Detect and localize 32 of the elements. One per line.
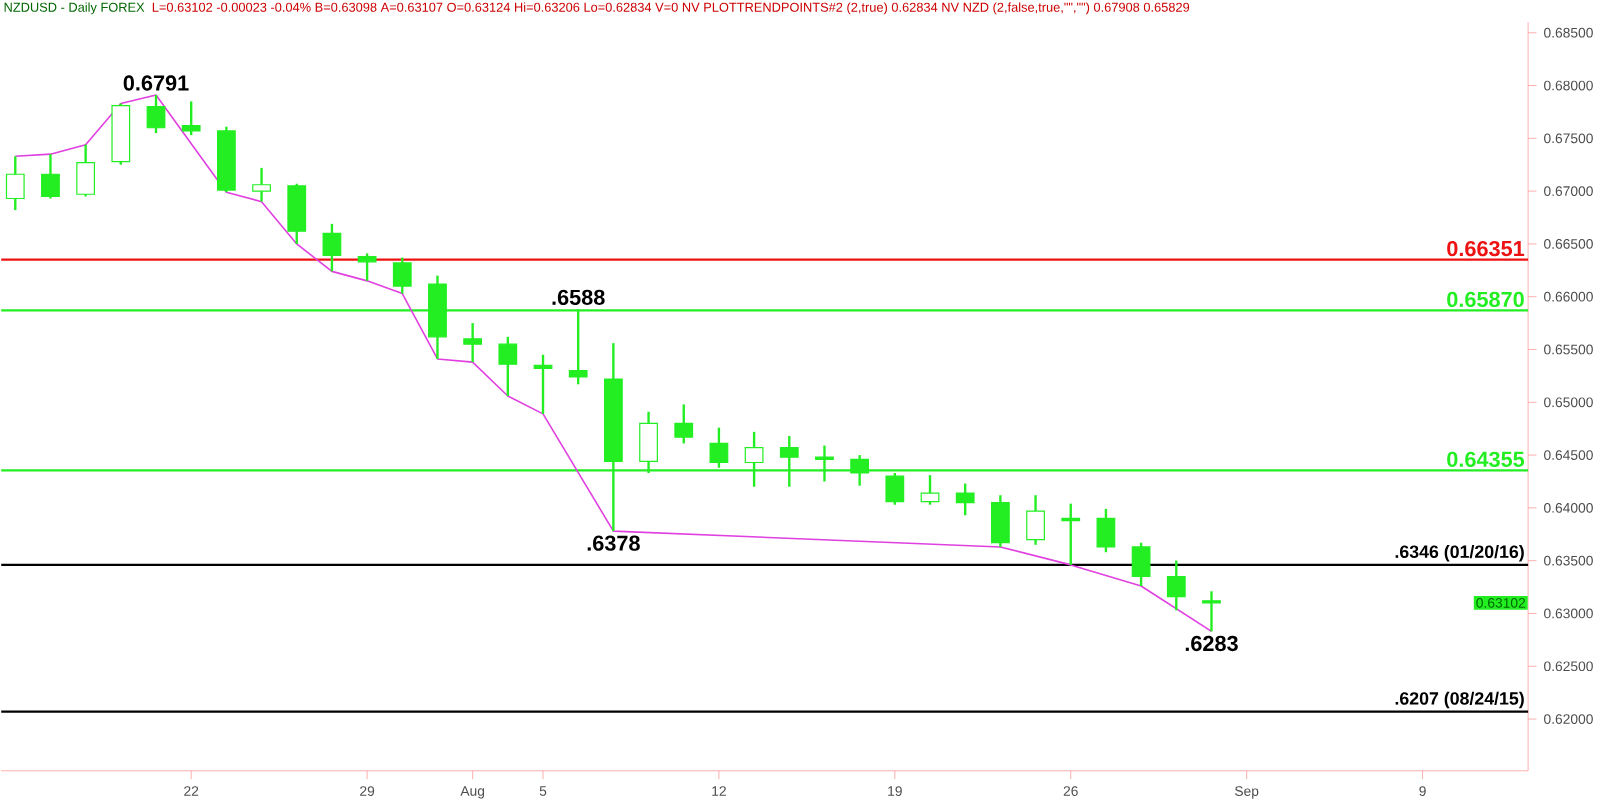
ref-line-label: 0.65870 (1447, 292, 1524, 308)
ref-line-label: 0.64355 (1447, 452, 1525, 468)
candlestick (392, 256, 412, 296)
candlestick (463, 322, 483, 364)
annotation: .6378 (587, 535, 640, 552)
candlestick (76, 143, 96, 198)
candlestick (252, 167, 271, 204)
annotation: 0.6791 (123, 75, 189, 92)
ref-line-label: 0.66351 (1447, 241, 1525, 257)
candlestick (181, 100, 201, 137)
candlestick (357, 252, 377, 283)
annotation: .6283 (1185, 636, 1238, 652)
candlestick (498, 336, 518, 398)
candlestick (674, 403, 694, 446)
candlestick (1096, 508, 1116, 554)
candlestick (1061, 502, 1081, 567)
candlestick (287, 182, 307, 246)
ref-line-label: .6346 (01/20/16) (1395, 545, 1524, 562)
candlestick (1202, 590, 1221, 633)
candlestick (1026, 494, 1045, 547)
candlestick (1131, 541, 1151, 588)
candlestick (1166, 559, 1186, 612)
annotation: .6588 (552, 290, 605, 306)
candlestick (990, 494, 1010, 549)
candlestick (322, 223, 342, 273)
line-series (14, 94, 1213, 633)
ref-line-label: .6207 (08/24/15) (1395, 692, 1524, 709)
candlestick (955, 482, 975, 517)
candlestick (5, 155, 25, 212)
candlestick (146, 94, 166, 135)
candlestick (41, 153, 60, 201)
candlestick (533, 353, 553, 416)
